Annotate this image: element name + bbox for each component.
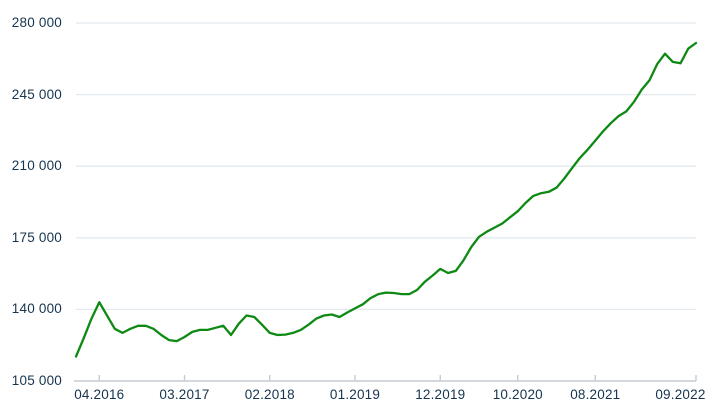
x-tick-label: 02.2018	[244, 387, 295, 402]
x-tick-label: 03.2017	[159, 387, 210, 402]
price-series-line	[74, 41, 698, 358]
x-tick-label: 09.2022	[655, 387, 706, 402]
x-tick-label: 08.2021	[570, 387, 621, 402]
x-tick-label: 01.2019	[329, 387, 381, 402]
y-tick-label: 175 000	[11, 229, 62, 245]
y-tick-label: 140 000	[11, 301, 62, 317]
x-tick-label: 04.2016	[74, 387, 125, 402]
y-tick-label: 245 000	[11, 86, 62, 102]
y-tick-label: 280 000	[11, 15, 62, 30]
y-tick-label: 105 000	[11, 373, 62, 388]
x-tick-label: 10.2020	[492, 387, 543, 402]
x-tick-label: 12.2019	[415, 387, 466, 402]
y-tick-label: 210 000	[11, 158, 62, 174]
